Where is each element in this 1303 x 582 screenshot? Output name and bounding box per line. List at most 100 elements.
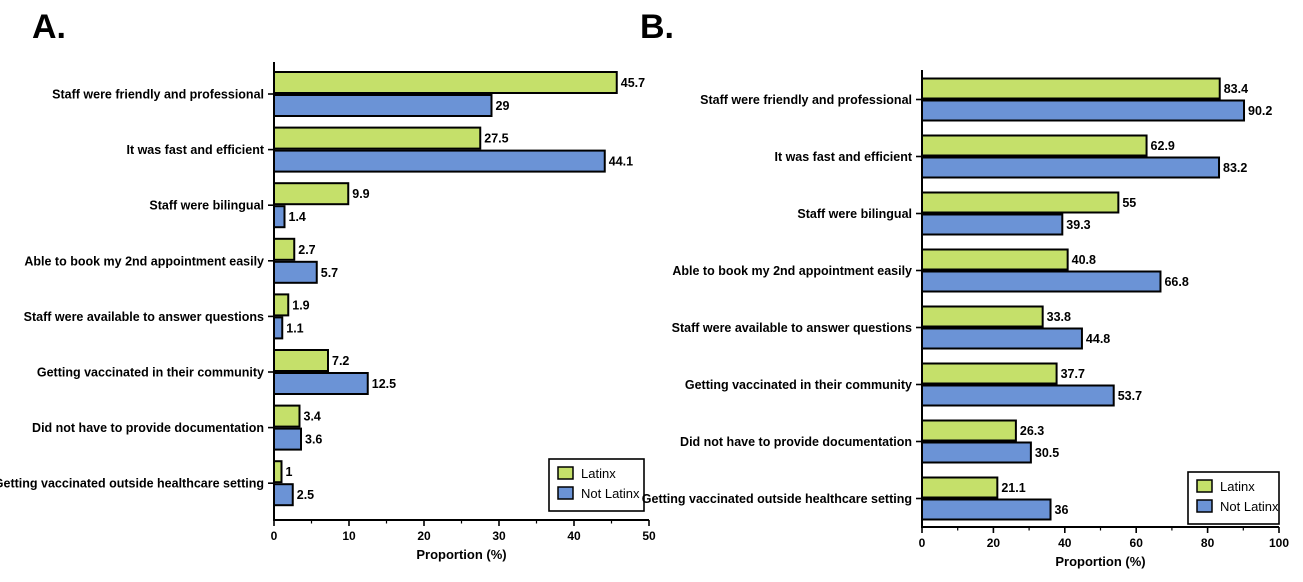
legend-swatch: [1196, 499, 1213, 513]
legend: Latinx Not Latinx: [1187, 471, 1280, 525]
category-label: It was fast and efficient: [774, 150, 912, 164]
legend-swatch: [557, 486, 574, 500]
bar-latinx: [273, 126, 482, 150]
data-label: 37.7: [1061, 367, 1085, 381]
x-tick-label: 10: [342, 529, 356, 543]
bar-latinx: [273, 237, 296, 261]
x-tick-label: 20: [987, 536, 1001, 550]
bar-not-latinx: [921, 99, 1246, 122]
bar-latinx: [921, 134, 1148, 157]
x-tick-label: 40: [1058, 536, 1072, 550]
data-label: 3.6: [305, 433, 322, 447]
bar-not-latinx: [273, 316, 284, 340]
category-label: It was fast and efficient: [126, 143, 264, 157]
bar-not-latinx: [273, 427, 302, 451]
x-tick-label: 30: [492, 529, 506, 543]
bar-not-latinx: [921, 384, 1115, 407]
bar-latinx: [921, 191, 1120, 214]
bar-latinx: [273, 460, 283, 484]
category-label: Getting vaccinated outside healthcare se…: [0, 477, 264, 491]
data-label: 53.7: [1118, 389, 1142, 403]
data-label: 9.9: [352, 187, 369, 201]
bar-latinx: [921, 362, 1058, 385]
bar-not-latinx: [921, 156, 1221, 179]
bar-not-latinx: [273, 372, 369, 395]
data-label: 33.8: [1047, 310, 1071, 324]
bar-not-latinx: [273, 149, 606, 173]
legend-label: Latinx: [1220, 479, 1255, 494]
x-tick-label: 50: [642, 529, 656, 543]
data-label: 1.1: [286, 321, 303, 335]
bar-not-latinx: [273, 483, 294, 507]
bar-latinx: [273, 293, 290, 317]
data-label: 83.2: [1223, 161, 1247, 175]
x-tick-label: 80: [1201, 536, 1215, 550]
data-label: 40.8: [1072, 253, 1096, 267]
bar-latinx: [273, 71, 618, 94]
bar-latinx: [273, 404, 301, 428]
category-label: Did not have to provide documentation: [680, 435, 912, 449]
x-tick-label: 100: [1269, 536, 1289, 550]
data-label: 66.8: [1164, 275, 1188, 289]
data-label: 44.8: [1086, 332, 1110, 346]
legend-swatch: [557, 466, 574, 480]
data-label: 83.4: [1224, 82, 1248, 96]
legend-swatch: [1196, 479, 1213, 493]
category-label: Getting vaccinated in their community: [37, 366, 264, 380]
category-label: Staff were bilingual: [797, 207, 912, 221]
bar-not-latinx: [921, 327, 1083, 350]
data-label: 62.9: [1151, 139, 1175, 153]
panel-letter: B.: [640, 8, 674, 46]
x-axis-title: Proportion (%): [416, 547, 506, 562]
legend-label: Latinx: [581, 466, 616, 481]
data-label: 55: [1122, 196, 1136, 210]
legend: Latinx Not Latinx: [548, 458, 645, 512]
data-label: 36: [1055, 503, 1069, 517]
data-label: 90.2: [1248, 104, 1272, 118]
chart-panel-a: A. 0 10 20 30 40 50 Proportion (%) Staff were fr…: [0, 8, 656, 562]
bar-latinx: [273, 182, 350, 206]
category-label: Staff were available to answer questions: [672, 321, 912, 335]
category-label: Able to book my 2nd appointment easily: [24, 254, 264, 268]
data-label: 3.4: [304, 410, 321, 424]
data-label: 1: [286, 465, 293, 479]
data-label: 1.9: [292, 298, 309, 312]
data-label: 45.7: [621, 76, 645, 90]
x-tick-label: 0: [919, 536, 926, 550]
data-label: 2.5: [297, 488, 314, 502]
bar-not-latinx: [273, 260, 318, 284]
bar-not-latinx: [921, 270, 1162, 293]
x-tick-label: 40: [567, 529, 581, 543]
bar-latinx: [273, 349, 329, 372]
category-label: Getting vaccinated in their community: [685, 378, 912, 392]
bar-latinx: [921, 305, 1044, 328]
bar-not-latinx: [273, 205, 286, 229]
data-label: 1.4: [289, 210, 306, 224]
data-label: 21.1: [1001, 481, 1025, 495]
x-tick-label: 60: [1130, 536, 1144, 550]
data-label: 12.5: [372, 377, 396, 391]
bar-not-latinx: [921, 213, 1064, 236]
data-label: 5.7: [321, 266, 338, 280]
category-label: Did not have to provide documentation: [32, 421, 264, 435]
data-label: 30.5: [1035, 446, 1059, 460]
legend-label: Not Latinx: [1220, 499, 1279, 514]
category-label: Staff were friendly and professional: [700, 93, 912, 107]
category-label: Able to book my 2nd appointment easily: [672, 264, 912, 278]
data-label: 26.3: [1020, 424, 1044, 438]
x-tick-label: 0: [271, 529, 278, 543]
category-label: Staff were available to answer questions: [24, 310, 264, 324]
x-tick-label: 20: [417, 529, 431, 543]
panel-letter: A.: [32, 8, 66, 46]
bar-latinx: [921, 476, 999, 499]
bar-latinx: [921, 419, 1017, 442]
chart-panel-b: B. 0 20 40 60 80 100 Proportion (%) Staff were f…: [640, 8, 1289, 569]
x-axis-title: Proportion (%): [1055, 554, 1145, 569]
data-label: 27.5: [484, 132, 508, 146]
bar-not-latinx: [921, 498, 1052, 521]
data-label: 44.1: [609, 155, 633, 169]
category-label: Getting vaccinated outside healthcare se…: [642, 492, 912, 506]
data-label: 39.3: [1066, 218, 1090, 232]
category-label: Staff were bilingual: [149, 199, 264, 213]
